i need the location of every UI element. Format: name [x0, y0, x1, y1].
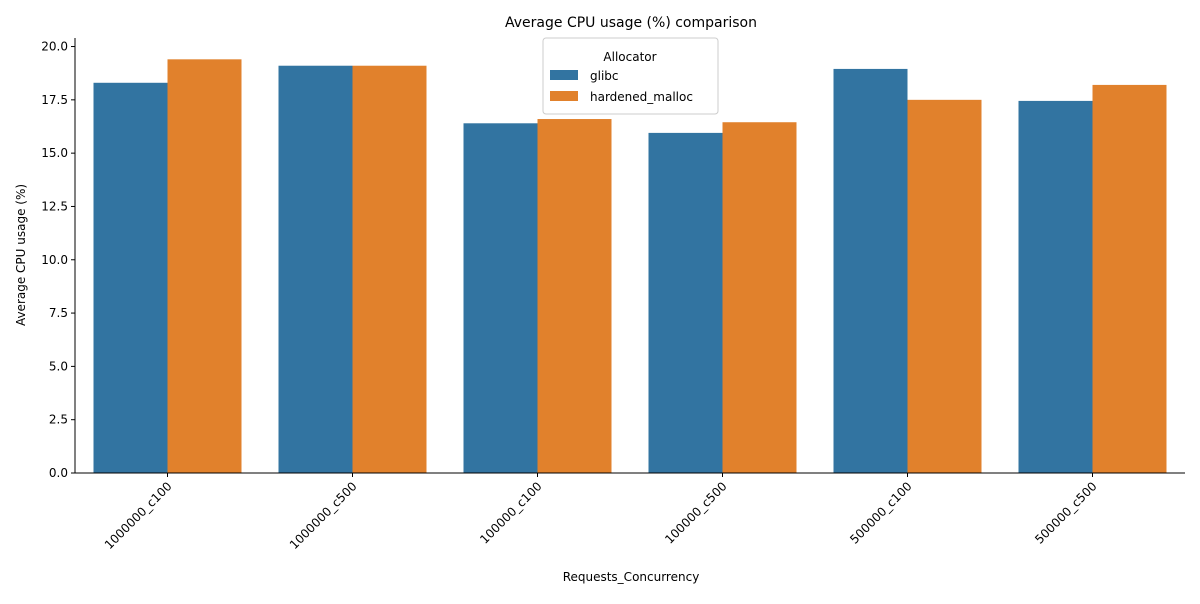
- bar-hardened-malloc-100000-c100: [537, 119, 612, 473]
- x-tick-label: 1000000_c100: [102, 479, 175, 552]
- legend-label-glibc: glibc: [590, 69, 619, 83]
- y-tick-label: 17.5: [41, 93, 68, 107]
- legend-swatch-glibc: [550, 70, 578, 80]
- chart-title: Average CPU usage (%) comparison: [505, 15, 757, 31]
- y-axis: 0.0 2.5 5.0 7.5 10.0 12.5 15.0 17.5 20.0: [41, 38, 76, 480]
- bar-glibc-500000-c500: [1018, 100, 1093, 473]
- x-tick-label: 500000_c100: [847, 479, 914, 546]
- y-tick-label: 2.5: [49, 413, 68, 427]
- y-tick-label: 12.5: [41, 199, 68, 213]
- x-tick-label: 100000_c100: [477, 479, 544, 546]
- legend-label-hardened-malloc: hardened_malloc: [590, 90, 693, 104]
- y-tick-label: 20.0: [41, 40, 68, 54]
- bar-hardened-malloc-500000-c500: [1092, 84, 1167, 473]
- y-axis-label: Average CPU usage (%): [14, 184, 28, 326]
- legend: Allocator glibc hardened_malloc: [542, 37, 719, 115]
- bar-glibc-100000-c500: [648, 132, 723, 473]
- bar-hardened-malloc-500000-c100: [907, 99, 982, 474]
- bar-hardened-malloc-100000-c500: [722, 122, 797, 474]
- x-tick-label: 500000_c500: [1032, 479, 1099, 546]
- legend-swatch-hardened-malloc: [550, 91, 578, 101]
- y-tick-label: 10.0: [41, 253, 68, 267]
- y-tick-label: 5.0: [49, 359, 68, 373]
- x-tick-label: 1000000_c500: [287, 479, 360, 552]
- y-tick-label: 0.0: [49, 466, 68, 480]
- bar-hardened-malloc-1000000-c100: [167, 59, 242, 474]
- legend-title: Allocator: [603, 50, 656, 64]
- y-tick-label: 15.0: [41, 146, 68, 160]
- x-axis-label: Requests_Concurrency: [563, 570, 700, 584]
- bars-layer: [93, 59, 1167, 474]
- bar-glibc-500000-c100: [833, 68, 908, 473]
- legend-frame: [542, 37, 719, 115]
- x-axis: 1000000_c100 1000000_c500 100000_c100 10000…: [75, 472, 1185, 552]
- bar-glibc-1000000-c500: [278, 65, 353, 474]
- x-tick-label: 100000_c500: [662, 479, 729, 546]
- y-tick-label: 7.5: [49, 306, 68, 320]
- bar-hardened-malloc-1000000-c500: [352, 65, 427, 474]
- bar-glibc-1000000-c100: [93, 82, 168, 473]
- bar-glibc-100000-c100: [463, 123, 538, 473]
